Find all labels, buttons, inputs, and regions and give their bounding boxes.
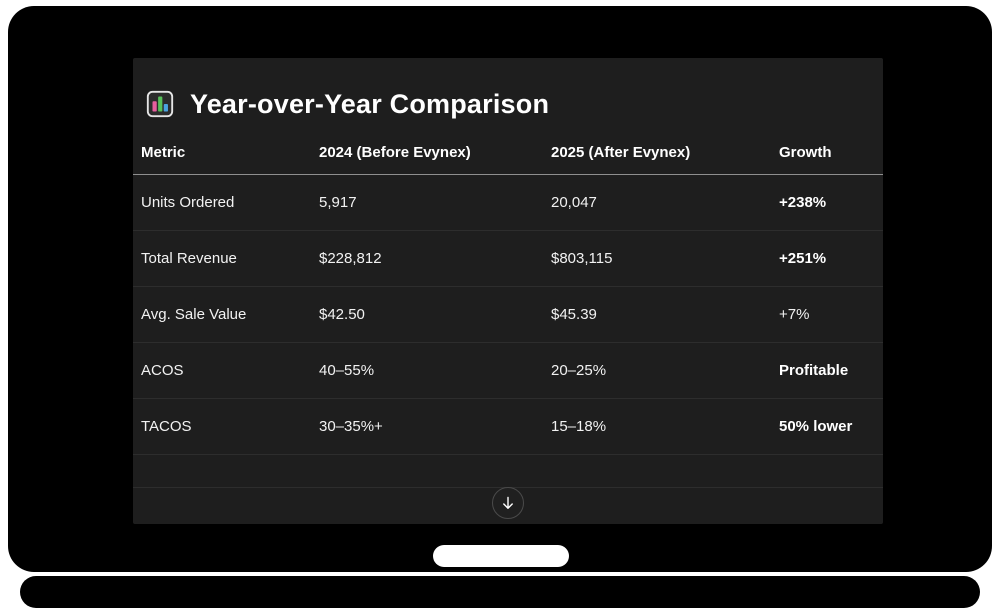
column-header-growth: Growth: [779, 143, 832, 161]
scroll-down-button[interactable]: [492, 487, 524, 519]
cell-metric: TACOS: [141, 418, 192, 435]
cell-2025: 15–18%: [551, 418, 607, 435]
table-row: TACOS 30–35%+ 15–18% 50% lower: [133, 399, 883, 455]
bar-chart-icon: [145, 89, 175, 119]
arrow-down-icon: [501, 496, 515, 510]
cell-growth: +7%: [779, 306, 810, 323]
cell-2025: $45.39: [551, 306, 597, 323]
cell-2025: $803,115: [551, 250, 613, 267]
column-header-2024: 2024 (Before Evynex): [319, 143, 471, 161]
laptop-hinge: [433, 545, 569, 567]
cell-metric: Total Revenue: [141, 250, 237, 267]
cell-2025: 20,047: [551, 194, 597, 211]
table-header-row: Metric 2024 (Before Evynex) 2025 (After …: [133, 130, 883, 175]
cell-growth: 50% lower: [779, 418, 853, 435]
cell-metric: Units Ordered: [141, 194, 235, 211]
table-row: Avg. Sale Value $42.50 $45.39 +7%: [133, 287, 883, 343]
cell-2024: 5,917: [319, 194, 357, 211]
page-title: Year-over-Year Comparison: [190, 88, 550, 119]
cell-metric: ACOS: [141, 362, 184, 379]
table-row: ACOS 40–55% 20–25% Profitable: [133, 343, 883, 399]
cell-2024: 40–55%: [319, 362, 375, 379]
cell-2024: 30–35%+: [319, 418, 383, 435]
cell-2024: $228,812: [319, 250, 382, 267]
comparison-card: Year-over-Year Comparison Metric 2024 (B…: [133, 58, 883, 524]
cell-growth: +251%: [779, 250, 827, 267]
cell-2025: 20–25%: [551, 362, 607, 379]
cell-2024: $42.50: [319, 306, 365, 323]
cell-growth: Profitable: [779, 362, 849, 379]
card-header: Year-over-Year Comparison: [133, 58, 883, 124]
table-row: Total Revenue $228,812 $803,115 +251%: [133, 231, 883, 287]
column-header-2025: 2025 (After Evynex): [551, 143, 691, 161]
cell-metric: Avg. Sale Value: [141, 306, 247, 323]
table-row: Units Ordered 5,917 20,047 +238%: [133, 175, 883, 231]
laptop-screen: Year-over-Year Comparison Metric 2024 (B…: [8, 6, 992, 572]
cell-growth: +238%: [779, 194, 827, 211]
column-header-metric: Metric: [141, 143, 186, 161]
laptop-base: [20, 576, 980, 608]
